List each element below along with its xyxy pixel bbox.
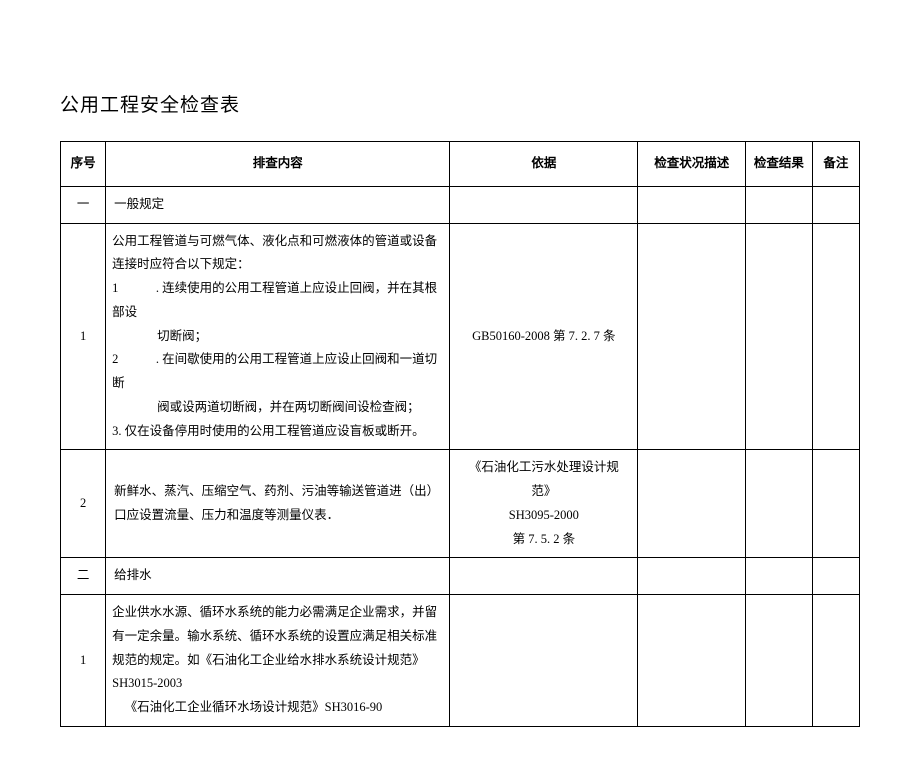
cell-basis	[450, 558, 638, 595]
document-title: 公用工程安全检查表	[60, 90, 860, 117]
content-line: 《石油化工企业循环水场设计规范》SH3016-90	[112, 700, 382, 714]
cell-result	[745, 595, 812, 727]
cell-seq: 2	[61, 450, 106, 558]
content-line: 2 . 在间歇使用的公用工程管道上应设止回阀和一道切断	[112, 352, 437, 390]
cell-basis	[450, 186, 638, 223]
header-note: 备注	[812, 142, 859, 187]
table-row: 1 公用工程管道与可燃气体、液化点和可燃液体的管道或设备连接时应符合以下规定： …	[61, 223, 860, 450]
cell-status	[638, 595, 746, 727]
cell-note	[812, 450, 859, 558]
header-seq: 序号	[61, 142, 106, 187]
cell-note	[812, 223, 859, 450]
cell-content: 给排水	[106, 558, 450, 595]
cell-seq: 一	[61, 186, 106, 223]
cell-result	[745, 223, 812, 450]
content-line: 公用工程管道与可燃气体、液化点和可燃液体的管道或设备连接时应符合以下规定：	[112, 234, 437, 272]
cell-status	[638, 558, 746, 595]
basis-line: 第 7. 5. 2 条	[513, 532, 576, 546]
content-line: 1 . 连续使用的公用工程管道上应设止回阀，并在其根部设	[112, 281, 437, 319]
table-row: 二 给排水	[61, 558, 860, 595]
cell-content: 一般规定	[106, 186, 450, 223]
cell-result	[745, 450, 812, 558]
content-line: 阀或设两道切断阀，并在两切断阀间设检查阀；	[112, 396, 441, 420]
cell-note	[812, 186, 859, 223]
header-status: 检查状况描述	[638, 142, 746, 187]
header-content: 排查内容	[106, 142, 450, 187]
content-line: 切断阀；	[112, 325, 441, 349]
cell-result	[745, 186, 812, 223]
cell-result	[745, 558, 812, 595]
table-row: 2 新鲜水、蒸汽、压缩空气、药剂、污油等输送管道进（出）口应设置流量、压力和温度…	[61, 450, 860, 558]
table-header-row: 序号 排查内容 依据 检查状况描述 检查结果 备注	[61, 142, 860, 187]
basis-line: 《石油化工污水处理设计规范》	[469, 460, 619, 498]
table-row: 一 一般规定	[61, 186, 860, 223]
inspection-table: 序号 排查内容 依据 检查状况描述 检查结果 备注 一 一般规定 1 公用工程管…	[60, 141, 860, 727]
cell-seq: 1	[61, 223, 106, 450]
cell-seq: 二	[61, 558, 106, 595]
cell-seq: 1	[61, 595, 106, 727]
content-line: 3. 仅在设备停用时使用的公用工程管道应设盲板或断开。	[112, 424, 425, 438]
header-result: 检查结果	[745, 142, 812, 187]
cell-note	[812, 595, 859, 727]
cell-basis: 《石油化工污水处理设计规范》 SH3095-2000 第 7. 5. 2 条	[450, 450, 638, 558]
cell-status	[638, 450, 746, 558]
content-line: 企业供水水源、循环水系统的能力必需满足企业需求，并留有一定余量。输水系统、循环水…	[112, 605, 437, 690]
cell-basis: GB50160-2008 第 7. 2. 7 条	[450, 223, 638, 450]
cell-status	[638, 186, 746, 223]
cell-note	[812, 558, 859, 595]
cell-content: 新鲜水、蒸汽、压缩空气、药剂、污油等输送管道进（出）口应设置流量、压力和温度等测…	[106, 450, 450, 558]
table-row: 1 企业供水水源、循环水系统的能力必需满足企业需求，并留有一定余量。输水系统、循…	[61, 595, 860, 727]
cell-status	[638, 223, 746, 450]
cell-basis	[450, 595, 638, 727]
cell-content: 企业供水水源、循环水系统的能力必需满足企业需求，并留有一定余量。输水系统、循环水…	[106, 595, 450, 727]
header-basis: 依据	[450, 142, 638, 187]
cell-content: 公用工程管道与可燃气体、液化点和可燃液体的管道或设备连接时应符合以下规定： 1 …	[106, 223, 450, 450]
basis-line: SH3095-2000	[509, 508, 579, 522]
